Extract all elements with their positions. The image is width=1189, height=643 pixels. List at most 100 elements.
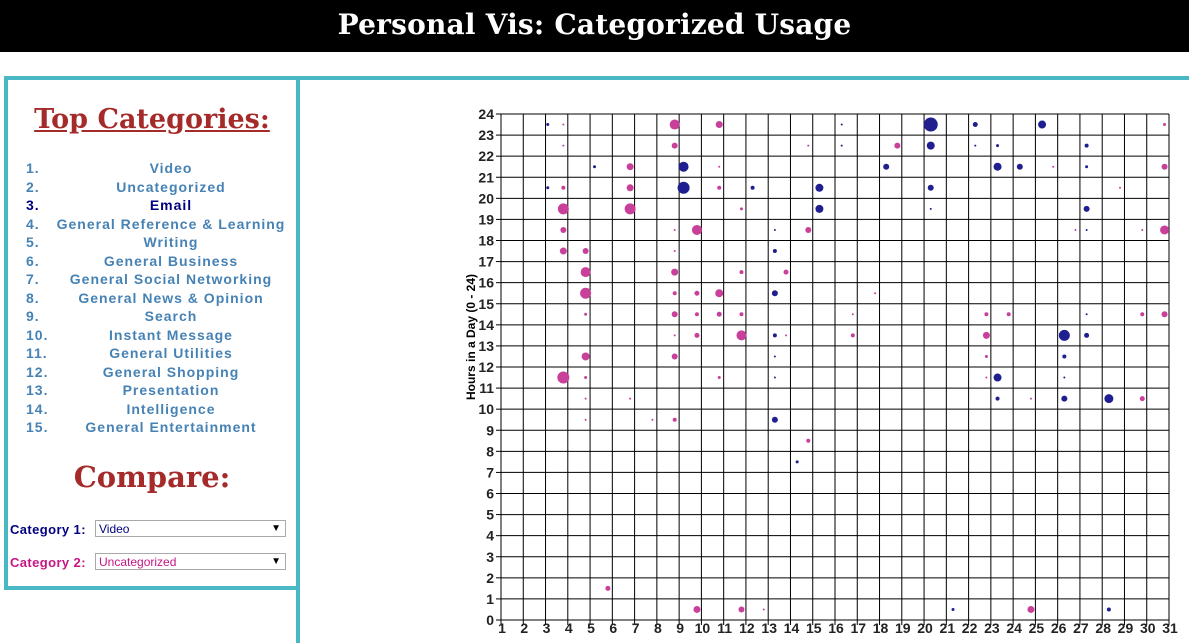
category2-select[interactable]: Uncategorized ▼ — [95, 553, 286, 570]
category1-select[interactable]: Video ▼ — [95, 520, 286, 537]
data-point — [1084, 332, 1090, 338]
category-name: Search — [144, 308, 198, 324]
data-point — [673, 228, 676, 231]
data-point — [1161, 163, 1168, 170]
y-tick-label: 9 — [486, 422, 494, 438]
category-item[interactable]: 4. General Reference & Learning — [8, 216, 296, 234]
data-point — [927, 184, 934, 191]
data-point — [584, 312, 588, 316]
data-point — [738, 606, 745, 613]
data-point — [984, 312, 989, 317]
category-item[interactable]: 6. General Business — [8, 253, 296, 271]
category-item[interactable]: 1. Video — [8, 160, 296, 178]
category-item[interactable]: 2. Uncategorized — [8, 179, 296, 197]
data-point — [783, 269, 789, 275]
data-point — [1160, 225, 1170, 235]
data-point — [1085, 165, 1089, 169]
x-tick-label: 28 — [1095, 620, 1111, 636]
data-point — [1063, 376, 1066, 379]
category-name: General Entertainment — [85, 419, 257, 435]
data-point — [982, 331, 990, 339]
x-tick-label: 2 — [520, 620, 528, 636]
category-number: 6. — [26, 252, 40, 269]
data-point — [996, 144, 1000, 148]
data-point — [1027, 605, 1035, 613]
x-tick-label: 8 — [654, 620, 662, 636]
category-number: 15. — [26, 419, 49, 435]
x-tick-label: 3 — [543, 620, 551, 636]
category-number: 2. — [26, 178, 40, 195]
data-point — [1074, 228, 1077, 231]
category-number: 5. — [26, 234, 40, 250]
data-point — [815, 183, 824, 192]
data-point — [762, 608, 765, 611]
category-item[interactable]: 5. Writing — [8, 234, 296, 252]
x-tick-label: 29 — [1118, 620, 1134, 636]
category-item[interactable]: 10. Instant Message — [8, 327, 296, 345]
x-tick-label: 25 — [1029, 620, 1045, 636]
x-tick-label: 30 — [1140, 620, 1156, 636]
category-number: 3. — [26, 197, 40, 213]
data-point — [985, 376, 988, 379]
category-item[interactable]: 12. General Shopping — [8, 364, 296, 382]
category2-label: Category 2: — [10, 555, 86, 570]
category-item[interactable]: 11. General Utilities — [8, 345, 296, 363]
category-item[interactable]: 8. General News & Opinion — [8, 290, 296, 308]
x-tick-label: 31 — [1162, 620, 1178, 636]
category-item[interactable]: 3. Email — [8, 197, 296, 215]
data-point — [1139, 396, 1145, 402]
category-number: 14. — [26, 400, 49, 417]
category-item[interactable]: 15. General Entertainment — [8, 419, 296, 437]
sidebar-panel: Top Categories: 1. Video 2. Uncategorized 3.… — [4, 76, 300, 590]
data-point — [923, 117, 938, 132]
category-name: Video — [149, 160, 193, 176]
data-point — [671, 311, 678, 318]
y-tick-label: 20 — [478, 190, 494, 206]
data-point — [562, 144, 565, 147]
data-point — [694, 312, 699, 317]
category-item[interactable]: 14. Intelligence — [8, 401, 296, 419]
sidebar-divider — [296, 582, 300, 643]
data-point — [750, 185, 755, 190]
x-tick-label: 13 — [761, 620, 777, 636]
data-point — [677, 181, 690, 194]
data-point — [772, 249, 777, 254]
category-name: General News & Opinion — [78, 289, 264, 306]
x-tick-label: 7 — [632, 620, 640, 636]
category-item[interactable]: 9. Search — [8, 308, 296, 326]
data-point — [1085, 228, 1088, 231]
data-point — [815, 204, 824, 213]
data-point — [1084, 143, 1089, 148]
category-item[interactable]: 13. Presentation — [8, 382, 296, 400]
y-tick-label: 3 — [486, 549, 494, 565]
y-tick-label: 18 — [478, 233, 494, 249]
data-point — [584, 397, 587, 400]
data-point — [691, 224, 702, 235]
data-point — [671, 268, 679, 276]
category-item[interactable]: 7. General Social Networking — [8, 271, 296, 289]
data-point — [785, 334, 788, 337]
x-tick-label: 19 — [895, 620, 911, 636]
data-point — [1062, 354, 1067, 359]
data-point — [840, 144, 843, 147]
x-tick-label: 22 — [962, 620, 978, 636]
category-number: 11. — [26, 345, 48, 361]
category2-selected-value: Uncategorized — [99, 555, 177, 569]
data-point — [773, 376, 776, 379]
data-point — [805, 226, 812, 233]
data-point — [850, 333, 855, 338]
data-point — [1061, 395, 1068, 402]
data-point — [671, 142, 678, 149]
data-point — [1141, 228, 1144, 231]
data-point — [584, 376, 588, 380]
y-tick-label: 5 — [486, 507, 494, 523]
x-tick-label: 6 — [609, 620, 617, 636]
y-tick-label: 0 — [486, 612, 494, 628]
category-number: 10. — [26, 326, 49, 343]
category-name: General Shopping — [102, 363, 240, 380]
data-point — [795, 460, 799, 464]
data-point — [1085, 313, 1088, 316]
category-number: 13. — [26, 382, 49, 398]
category1-label: Category 1: — [10, 522, 86, 537]
y-tick-label: 21 — [478, 169, 494, 185]
